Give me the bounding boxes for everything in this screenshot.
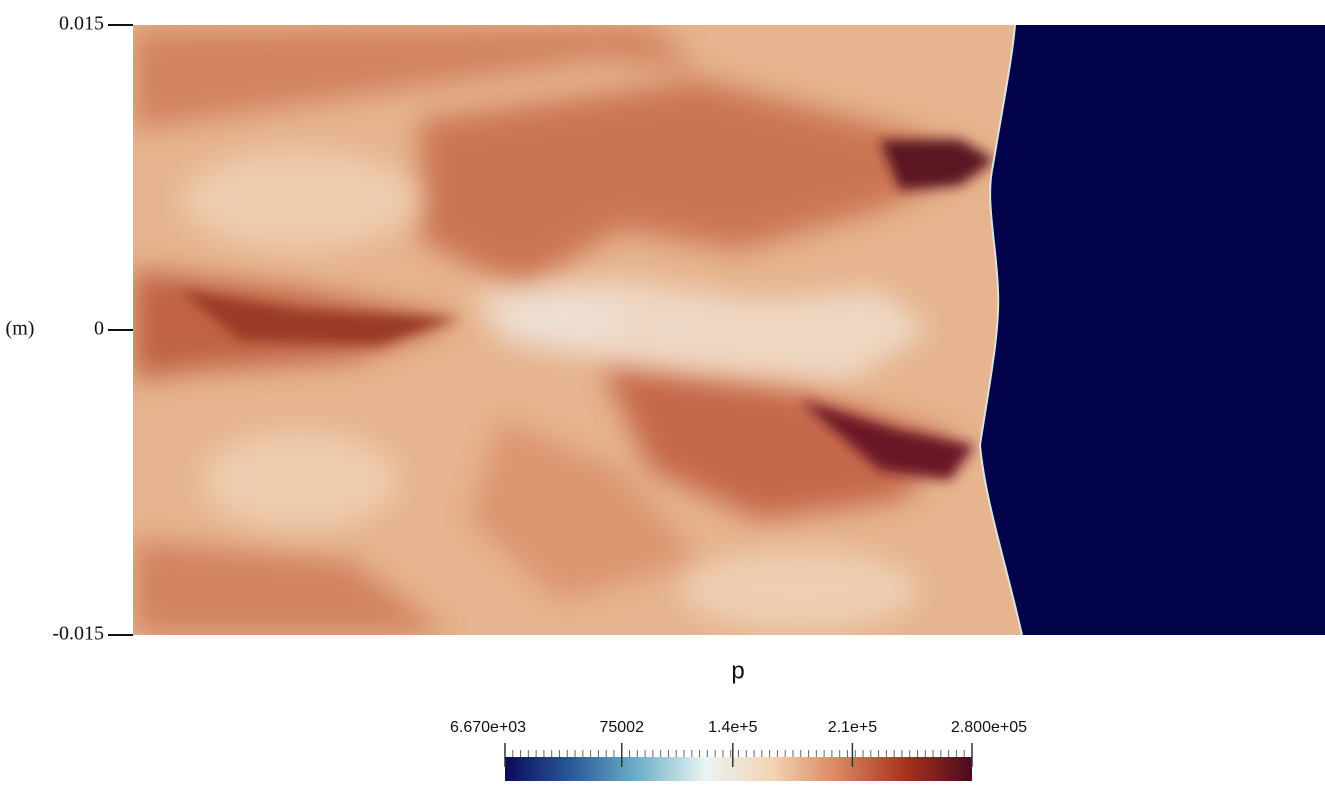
colorbar-tick-label: 1.4e+5 [708,719,757,736]
colorbar [505,757,972,781]
colorbar-tick-label: 2.800e+05 [951,719,1027,736]
y-tick-label: 0 [94,318,104,340]
y-tick-label: 0.015 [59,13,104,35]
colorbar-tick-label: 2.1e+5 [828,719,877,736]
colorbar-tick-label: 6.670e+03 [450,719,526,736]
colorbar-tick-label: 75002 [599,719,644,736]
y-tick-label: -0.015 [52,623,104,645]
field [133,25,1325,635]
colorbar-title: p [731,657,744,684]
y-axis-label: (m) [6,318,35,340]
